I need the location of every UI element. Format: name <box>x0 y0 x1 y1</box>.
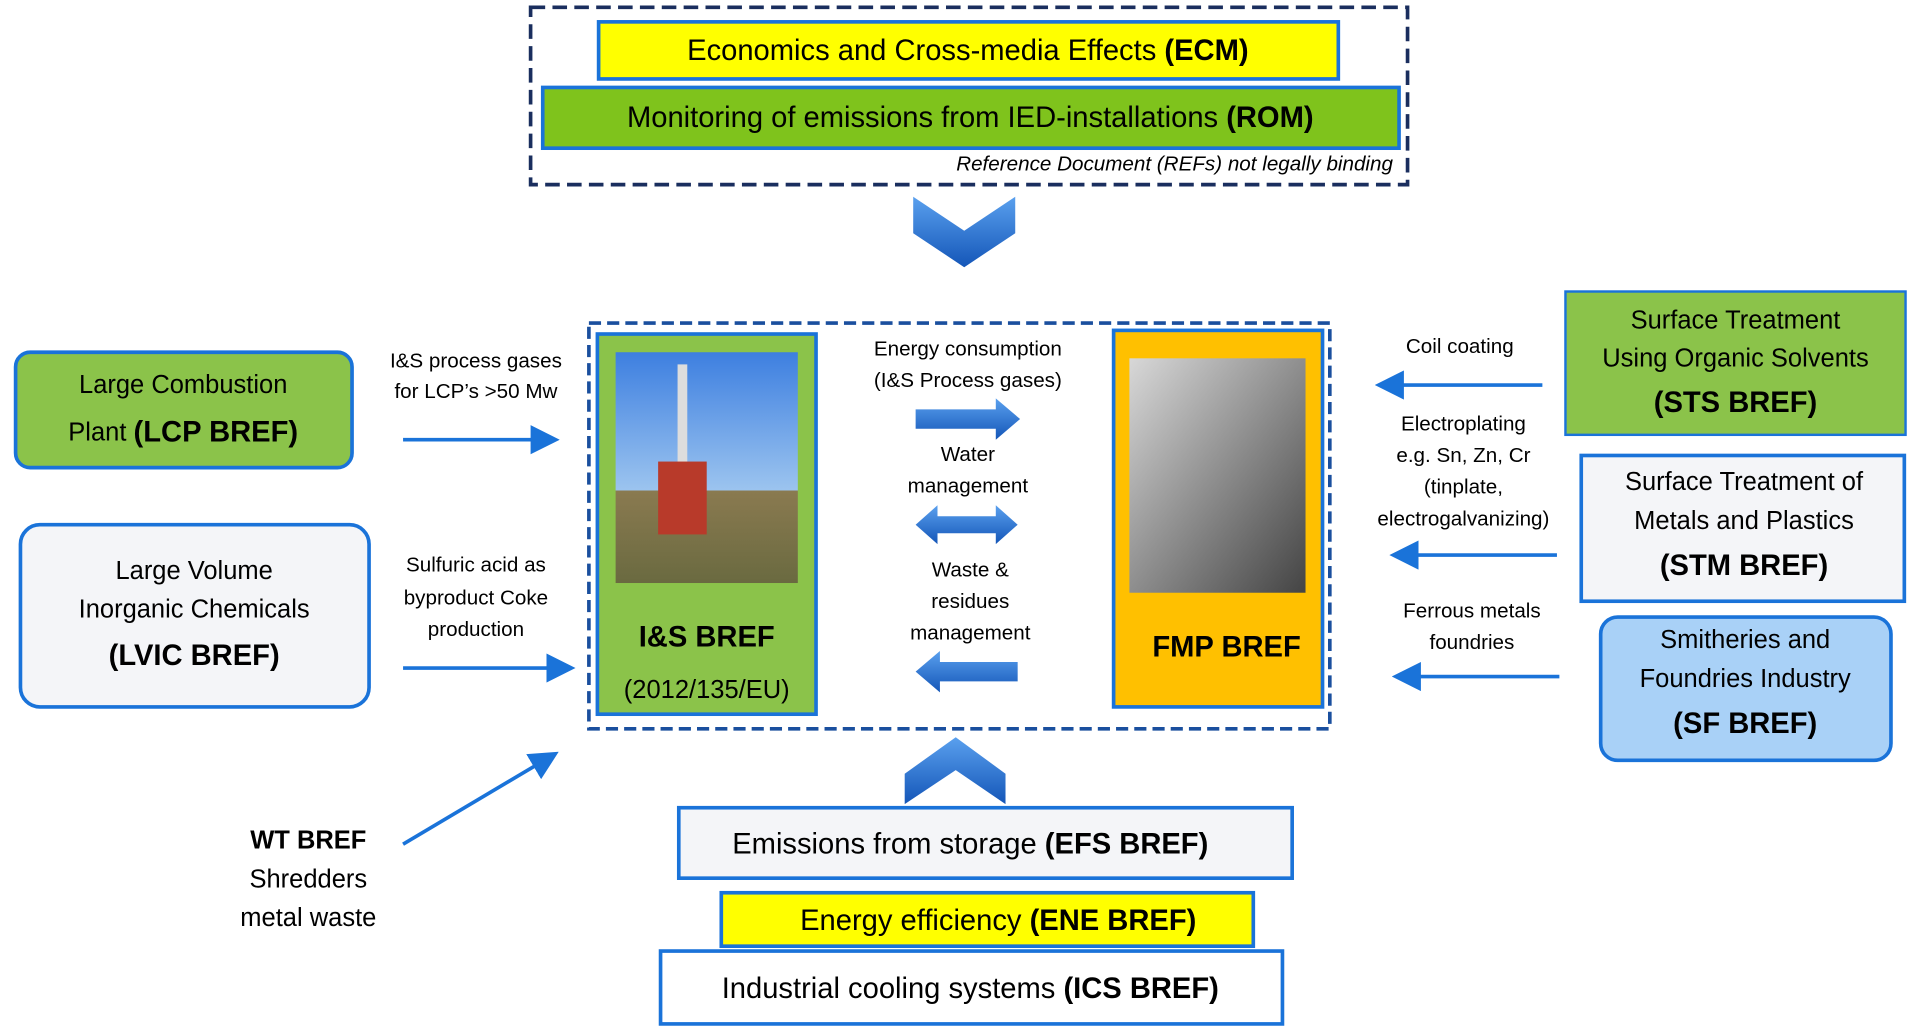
ecm-text: Economics and Cross-media Effects <box>687 35 1164 67</box>
flow-label: management <box>910 621 1031 644</box>
ecm-label: Economics and Cross-media Effects (ECM) <box>687 35 1248 67</box>
ics-label: Industrial cooling systems (ICS BREF) <box>722 973 1219 1005</box>
ecm-abbr: (ECM) <box>1164 35 1248 67</box>
flow-label: for LCP’s >50 Mw <box>394 380 557 403</box>
sts-label: Surface Treatment <box>1631 307 1841 335</box>
fmp-photo <box>1129 358 1305 592</box>
chevron-up <box>905 737 1006 804</box>
rom-abbr: (ROM) <box>1226 102 1313 134</box>
chevron-down <box>913 197 1015 267</box>
note: Reference Document (REFs) not legally bi… <box>956 153 1393 176</box>
ene-abbr: (ENE BREF) <box>1030 905 1197 937</box>
efs-abbr: (EFS BREF) <box>1045 828 1209 860</box>
furnace <box>658 462 707 535</box>
ene-label: Energy efficiency (ENE BREF) <box>800 905 1196 937</box>
flow-label: (I&S Process gases) <box>874 369 1062 392</box>
stm-label: Surface Treatment of <box>1625 468 1864 496</box>
lvic-abbr: (LVIC BREF) <box>109 640 280 672</box>
sf-label: Foundries Industry <box>1640 665 1851 693</box>
ics-abbr: (ICS BREF) <box>1063 973 1218 1005</box>
flow-label: e.g. Sn, Zn, Cr <box>1396 444 1530 467</box>
flow-label: I&S process gases <box>390 349 562 372</box>
flow-label: Sulfuric acid as <box>406 553 546 576</box>
sf-abbr: (SF BREF) <box>1673 708 1817 740</box>
lcp-text: Plant <box>68 418 133 446</box>
flow-label: foundries <box>1429 631 1514 654</box>
lcp-box <box>16 352 352 467</box>
ics-text: Industrial cooling systems <box>722 973 1064 1005</box>
flow-label: Waste & <box>932 558 1009 581</box>
block-arrow <box>916 398 1020 439</box>
wt-label: Shredders <box>249 865 367 893</box>
flow-label: electrogalvanizing) <box>1377 507 1549 530</box>
lvic-label: Inorganic Chemicals <box>79 596 310 624</box>
sf-label: Smitheries and <box>1660 626 1830 654</box>
ene-text: Energy efficiency <box>800 905 1029 937</box>
rom-text: Monitoring of emissions from IED-install… <box>627 102 1226 134</box>
lcp-label: Large Combustion <box>79 371 287 399</box>
flow-label: Energy consumption <box>874 337 1062 360</box>
wt-label: metal waste <box>240 904 376 932</box>
lcp-abbr: (LCP BREF) <box>134 416 299 448</box>
lcp-label: Plant (LCP BREF) <box>68 416 298 448</box>
flow-label: (tinplate, <box>1424 476 1503 499</box>
lvic-label: Large Volume <box>115 557 272 585</box>
flow-label: Electroplating <box>1401 413 1526 436</box>
stm-abbr: (STM BREF) <box>1660 550 1828 582</box>
rom-label: Monitoring of emissions from IED-install… <box>627 102 1314 134</box>
is-sub: (2012/135/EU) <box>624 676 790 704</box>
flow-label: residues <box>931 590 1009 613</box>
flow-label: Water <box>941 443 995 466</box>
efs-label: Emissions from storage (EFS BREF) <box>732 828 1208 860</box>
diagram: Economics and Cross-media Effects (ECM) … <box>0 0 1909 1030</box>
block-arrow <box>916 651 1018 692</box>
arrow <box>403 755 552 844</box>
is-title: I&S BREF <box>639 622 775 654</box>
flow-label: management <box>908 475 1029 498</box>
fmp-title: FMP BREF <box>1152 631 1300 663</box>
sts-abbr: (STS BREF) <box>1654 387 1818 419</box>
block-arrow <box>916 505 1018 544</box>
flow-label: byproduct Coke <box>404 586 548 609</box>
wt-abbr: WT BREF <box>250 826 366 854</box>
stm-label: Metals and Plastics <box>1634 507 1854 535</box>
flow-label: Ferrous metals <box>1403 600 1541 623</box>
flow-label: Coil coating <box>1406 335 1514 358</box>
flow-label: production <box>428 618 524 641</box>
efs-text: Emissions from storage <box>732 828 1045 860</box>
sts-label: Using Organic Solvents <box>1602 344 1868 372</box>
